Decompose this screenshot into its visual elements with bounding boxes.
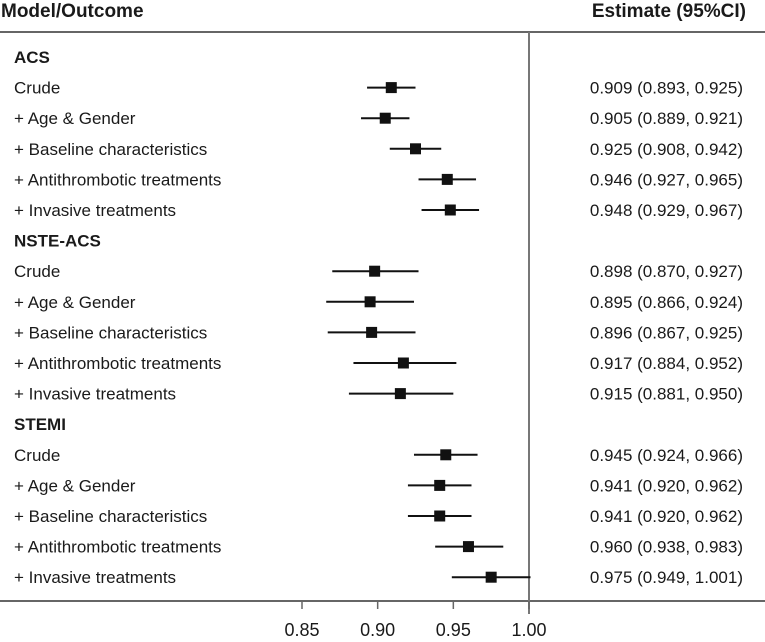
row-label: + Baseline characteristics [14, 323, 207, 342]
row-label: + Age & Gender [14, 476, 136, 495]
row-label: + Antithrombotic treatments [14, 170, 221, 189]
x-tick-label: 0.95 [436, 620, 471, 640]
row-label: + Invasive treatments [14, 385, 176, 404]
row-label: Crude [14, 446, 60, 465]
estimate-text: 0.945 (0.924, 0.966) [590, 446, 743, 465]
row-label: + Invasive treatments [14, 568, 176, 587]
estimate-text: 0.895 (0.866, 0.924) [590, 293, 743, 312]
estimate-text: 0.941 (0.920, 0.962) [590, 476, 743, 495]
row-label: + Baseline characteristics [14, 140, 207, 159]
estimate-text: 0.915 (0.881, 0.950) [590, 385, 743, 404]
row-label: Crude [14, 262, 60, 281]
estimate-text: 0.925 (0.908, 0.942) [590, 140, 743, 159]
row-label: + Baseline characteristics [14, 507, 207, 526]
estimate-text: 0.941 (0.920, 0.962) [590, 507, 743, 526]
point-estimate [366, 326, 378, 338]
estimate-text: 0.948 (0.929, 0.967) [590, 201, 743, 220]
header-estimate: Estimate (95%CI) [591, 1, 746, 22]
point-estimate [397, 357, 409, 369]
row-label: + Age & Gender [14, 293, 136, 312]
x-tick-label: 1.00 [511, 620, 546, 640]
point-estimate [444, 204, 456, 216]
row-label: + Antithrombotic treatments [14, 538, 221, 557]
point-estimate [462, 541, 474, 553]
estimate-text: 0.896 (0.867, 0.925) [590, 323, 743, 342]
estimate-text: 0.975 (0.949, 1.001) [590, 568, 743, 587]
estimate-text: 0.917 (0.884, 0.952) [590, 354, 743, 373]
header-model-outcome: Model/Outcome [1, 1, 144, 22]
point-estimate [434, 510, 446, 522]
point-estimate [369, 265, 381, 277]
group-label: STEMI [14, 415, 66, 434]
estimate-text: 0.905 (0.889, 0.921) [590, 109, 743, 128]
point-estimate [394, 388, 406, 400]
group-label: NSTE-ACS [14, 232, 101, 251]
point-estimate [410, 143, 421, 155]
row-label: + Age & Gender [14, 109, 136, 128]
estimate-text: 0.960 (0.938, 0.983) [590, 538, 743, 557]
point-estimate [441, 173, 453, 185]
point-estimate [385, 82, 397, 94]
row-label: + Antithrombotic treatments [14, 354, 221, 373]
point-estimate [485, 571, 497, 583]
estimate-text: 0.946 (0.927, 0.965) [590, 170, 743, 189]
estimate-text: 0.898 (0.870, 0.927) [590, 262, 743, 281]
row-label: + Invasive treatments [14, 201, 176, 220]
point-estimate [440, 449, 452, 461]
estimate-text: 0.909 (0.893, 0.925) [590, 79, 743, 98]
x-tick-label: 0.90 [360, 620, 395, 640]
point-estimate [379, 112, 391, 124]
point-estimate [364, 296, 376, 308]
point-estimate [434, 479, 446, 491]
row-label: Crude [14, 79, 60, 98]
group-label: ACS [14, 48, 50, 67]
x-tick-label: 0.85 [284, 620, 319, 640]
